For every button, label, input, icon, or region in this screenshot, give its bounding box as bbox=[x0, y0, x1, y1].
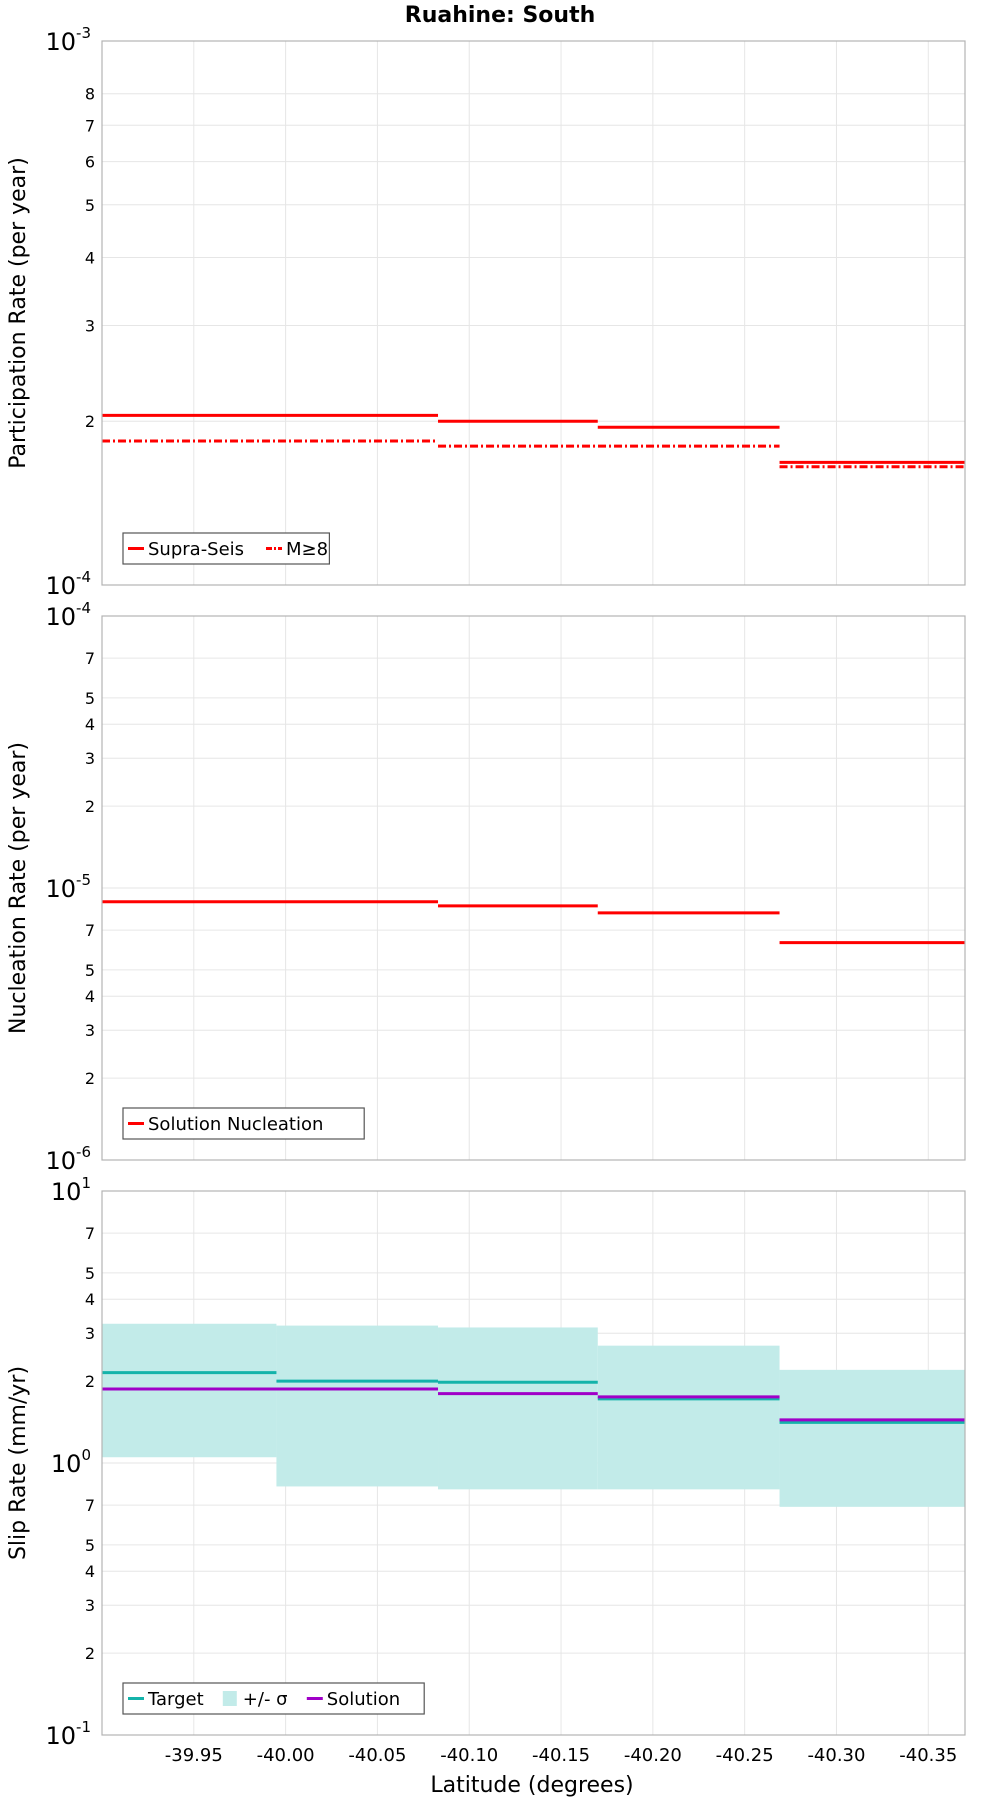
y-tick-label: 5 bbox=[85, 1264, 95, 1283]
x-tick-label: -40.15 bbox=[532, 1745, 590, 1766]
y-tick-label: 5 bbox=[85, 196, 95, 215]
y-tick-label: 7 bbox=[85, 649, 95, 668]
y-tick-label: 5 bbox=[85, 689, 95, 708]
chart-panel-2: 2 3 4 5 7 2 3 4 5 7 10-6 10-5 10-4 Nucleation Rate (p… bbox=[6, 599, 966, 1175]
y-tick-label: 4 bbox=[85, 1562, 95, 1581]
y-tick-label: 2 bbox=[85, 1372, 95, 1391]
y-tick-label: 4 bbox=[85, 1290, 95, 1309]
chart-panel-3: 2 3 4 5 7 2 3 4 5 7 10-1 100 101 Slip Rate (mm/yr) -39… bbox=[6, 1174, 966, 1766]
legend-label: M≥8 bbox=[286, 539, 328, 560]
y-tick-label: 3 bbox=[85, 749, 95, 768]
legend-box bbox=[122, 532, 330, 565]
legend-label: Target bbox=[147, 1689, 204, 1710]
plot-border bbox=[101, 1190, 966, 1736]
plot-border bbox=[101, 40, 966, 586]
plot-area bbox=[102, 41, 965, 585]
y-tick-label-major: 100 bbox=[51, 1446, 91, 1478]
y-tick-label: 2 bbox=[85, 1644, 95, 1663]
y-tick-label: 2 bbox=[85, 1069, 95, 1088]
sigma-band-segment bbox=[438, 1327, 598, 1490]
y-axis-label: Participation Rate (per year) bbox=[6, 157, 31, 469]
legend-label: Solution bbox=[327, 1689, 400, 1710]
legend: Target +/- σ Solution bbox=[122, 1682, 425, 1715]
y-tick-label-major: 10-4 bbox=[45, 568, 91, 600]
y-tick-label: 2 bbox=[85, 412, 95, 431]
y-tick-label-major: 10-1 bbox=[45, 1718, 91, 1750]
legend-label: +/- σ bbox=[243, 1689, 288, 1710]
y-tick-label: 5 bbox=[85, 1536, 95, 1555]
y-axis-label: Nucleation Rate (per year) bbox=[6, 742, 31, 1034]
y-tick-label: 7 bbox=[85, 116, 95, 135]
y-tick-label: 3 bbox=[85, 1596, 95, 1615]
x-tick-label: -40.00 bbox=[257, 1745, 315, 1766]
y-tick-label: 4 bbox=[85, 987, 95, 1006]
y-tick-label: 8 bbox=[85, 85, 95, 104]
y-tick-label: 7 bbox=[85, 1496, 95, 1515]
legend-swatch-sigma bbox=[222, 1691, 237, 1706]
x-tick-label: -40.25 bbox=[716, 1745, 774, 1766]
x-tick-label: -40.20 bbox=[624, 1745, 682, 1766]
legend-label: Supra-Seis bbox=[148, 539, 244, 560]
y-tick-label: 3 bbox=[85, 1021, 95, 1040]
y-tick-label: 6 bbox=[85, 153, 95, 172]
x-axis-label: Latitude (degrees) bbox=[430, 1773, 633, 1798]
y-tick-label-major: 10-3 bbox=[45, 24, 91, 56]
y-tick-label-major: 101 bbox=[51, 1174, 91, 1206]
y-tick-label-major: 10-4 bbox=[45, 599, 91, 631]
y-tick-label: 3 bbox=[85, 316, 95, 335]
chart-panel-1: 2 3 4 5 6 7 8 10-4 10-3 Participation Rate (per y… bbox=[6, 24, 966, 600]
x-tick-label: -40.10 bbox=[440, 1745, 498, 1766]
chart-title: Ruahine: South bbox=[405, 3, 596, 28]
y-tick-label: 4 bbox=[85, 715, 95, 734]
y-tick-label: 5 bbox=[85, 961, 95, 980]
sigma-band-segment bbox=[597, 1345, 780, 1490]
y-tick-label: 4 bbox=[85, 248, 95, 267]
x-tick-label: -40.35 bbox=[899, 1745, 957, 1766]
x-tick-label: -40.30 bbox=[807, 1745, 865, 1766]
y-tick-label: 7 bbox=[85, 1224, 95, 1243]
y-tick-label: 7 bbox=[85, 921, 95, 940]
y-axis-label: Slip Rate (mm/yr) bbox=[6, 1366, 31, 1560]
y-tick-label: 3 bbox=[85, 1324, 95, 1343]
x-tick-label: -39.95 bbox=[165, 1745, 223, 1766]
plot-border bbox=[101, 615, 966, 1161]
legend-box bbox=[122, 1682, 425, 1715]
legend: Supra-Seis M≥8 bbox=[122, 532, 330, 565]
y-tick-label-major: 10-5 bbox=[45, 871, 91, 903]
legend-label: Solution Nucleation bbox=[148, 1114, 323, 1135]
sigma-band-segment bbox=[276, 1325, 439, 1487]
legend-box bbox=[122, 1107, 365, 1140]
y-tick-label: 2 bbox=[85, 797, 95, 816]
legend: Solution Nucleation bbox=[122, 1107, 365, 1140]
sigma-band-segment bbox=[779, 1369, 965, 1507]
x-tick-label: -40.05 bbox=[348, 1745, 406, 1766]
y-tick-label-major: 10-6 bbox=[45, 1143, 91, 1175]
